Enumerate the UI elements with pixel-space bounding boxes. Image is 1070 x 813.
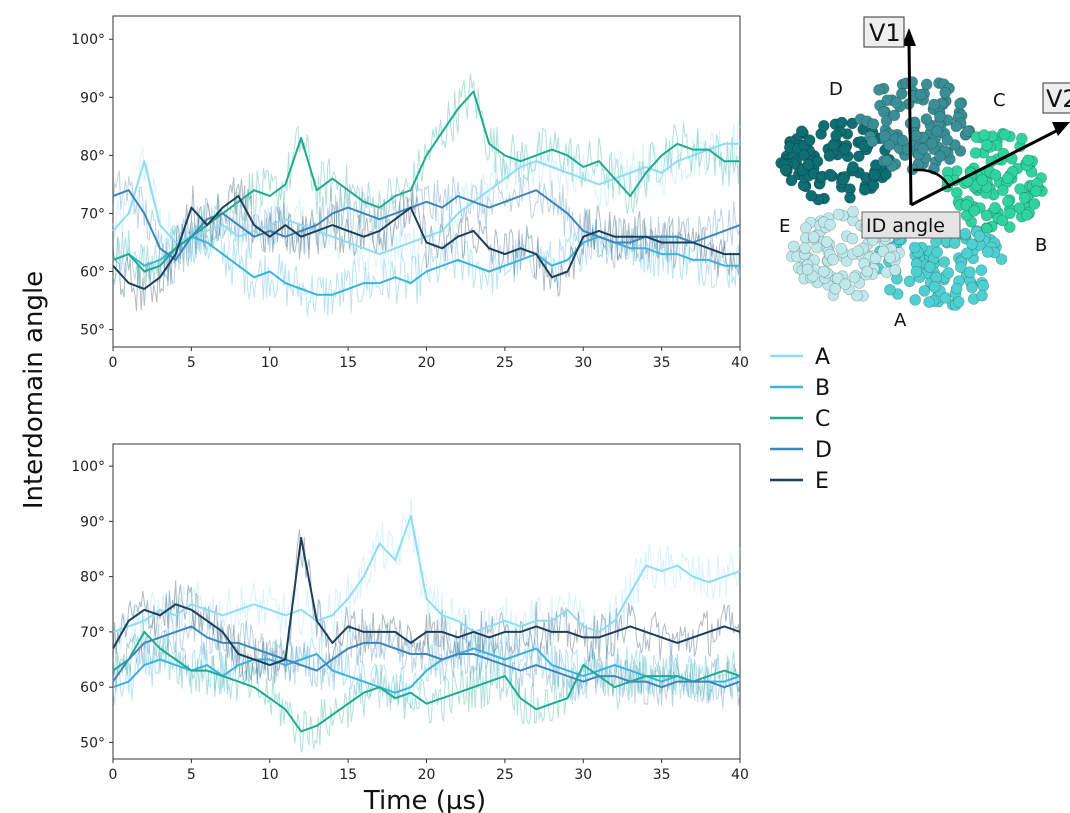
- domain-structure-illustration: V1 V2 ID angle D C E B A: [775, 16, 1070, 331]
- top-x-tick-label: 30: [574, 355, 592, 371]
- top-x-tick-label: 40: [731, 355, 749, 371]
- top-x-tick-label: 35: [653, 355, 671, 371]
- v2-label: V2: [1046, 85, 1070, 113]
- top-series-line-b: [112, 235, 740, 296]
- bottom-series-line-e: [112, 536, 741, 667]
- domain-e-spheres: [785, 205, 906, 302]
- bottom-plot-panel: 0 5 10 15 20 25 30 35 40 50° 60° 70° 80° 90° 100°: [71, 443, 749, 783]
- legend-label-d: D: [815, 438, 832, 463]
- x-axis-title: Time (µs): [363, 786, 486, 813]
- bottom-y-tick-label: 80°: [80, 570, 105, 586]
- y-axis-title: Interdomain angle: [19, 271, 49, 509]
- v2-vector-arrow: [910, 126, 1063, 207]
- top-plot-series-layer: [112, 90, 741, 296]
- domain-b-spheres: [941, 128, 1048, 235]
- id-angle-label-box: [861, 211, 961, 239]
- bottom-raw-trace-b: [112, 629, 741, 711]
- legend-label-e: E: [815, 469, 829, 494]
- top-y-tick-label: 90°: [80, 90, 105, 106]
- top-x-tick-label: 5: [187, 355, 196, 371]
- bottom-y-tick-label: 50°: [80, 735, 105, 751]
- top-raw-trace-d: [112, 170, 741, 284]
- domain-d-spheres: [775, 116, 896, 206]
- v2-label-box: [1042, 82, 1070, 114]
- bottom-series-line-a: [112, 514, 741, 633]
- top-x-tick-label: 0: [109, 355, 118, 371]
- bottom-y-tick-label: 60°: [80, 680, 105, 696]
- bottom-series-line-d: [112, 625, 741, 689]
- top-y-tick-label: 80°: [80, 148, 105, 164]
- bottom-raw-trace-c: [112, 610, 741, 753]
- bottom-plot-series-layer: [112, 514, 741, 733]
- top-x-tick-label: 20: [418, 355, 436, 371]
- v2-arrowhead-icon: [1052, 122, 1070, 136]
- bottom-y-tick-label: 100°: [71, 459, 105, 475]
- top-series-line-c: [112, 90, 740, 273]
- top-plot-panel: 0 5 10 15 20 25 30 35 40 50° 60° 70° 80° 90° 100°: [71, 15, 749, 371]
- bottom-plot-ticks: 0 5 10 15 20 25 30 35 40 50° 60° 70° 80° 90° 100°: [71, 459, 749, 783]
- top-x-tick-label: 25: [496, 355, 514, 371]
- legend-label-c: C: [815, 407, 830, 432]
- bottom-raw-trace-a: [112, 497, 741, 654]
- bottom-y-tick-label: 90°: [80, 514, 105, 530]
- top-y-tick-label: 70°: [80, 206, 105, 222]
- bottom-plot-frame: [112, 443, 741, 760]
- top-series-line-d: [112, 189, 741, 261]
- bottom-x-tick-label: 15: [339, 767, 357, 783]
- top-x-tick-label: 10: [261, 355, 279, 371]
- top-y-tick-label: 50°: [80, 323, 105, 339]
- bottom-x-tick-label: 25: [496, 767, 514, 783]
- domain-label-a: A: [894, 310, 907, 331]
- top-plot-frame: [112, 15, 741, 348]
- top-raw-trace-a: [112, 120, 741, 275]
- domain-label-c: C: [993, 90, 1006, 111]
- top-plot-ticks: 0 5 10 15 20 25 30 35 40 50° 60° 70° 80° 90° 100°: [71, 32, 749, 371]
- v1-vector-arrow: [907, 41, 913, 206]
- legend-label-a: A: [815, 345, 830, 370]
- top-y-tick-label: 60°: [80, 265, 105, 281]
- top-raw-trace-e: [112, 176, 741, 312]
- v1-label: V1: [869, 19, 901, 47]
- top-series-line-a: [112, 142, 740, 256]
- bottom-x-tick-label: 35: [653, 767, 671, 783]
- top-y-tick-label: 100°: [71, 32, 105, 48]
- bottom-x-tick-label: 40: [731, 767, 749, 783]
- domain-label-d: D: [829, 79, 843, 100]
- domain-label-e: E: [779, 216, 790, 237]
- bottom-x-tick-label: 20: [418, 767, 436, 783]
- id-angle-arc: [912, 168, 952, 189]
- v1-label-box: [863, 16, 905, 48]
- v1-arrowhead-icon: [902, 28, 916, 46]
- bottom-raw-trace-e: [112, 529, 741, 684]
- bottom-x-tick-label: 0: [109, 767, 118, 783]
- top-x-tick-label: 15: [339, 355, 357, 371]
- legend-label-b: B: [815, 376, 830, 401]
- top-raw-trace-c: [112, 73, 741, 291]
- id-angle-label: ID angle: [866, 215, 945, 237]
- bottom-y-tick-label: 70°: [80, 625, 105, 641]
- bottom-x-tick-label: 5: [187, 767, 196, 783]
- domain-label-b: B: [1035, 235, 1047, 256]
- bottom-series-line-b: [112, 647, 741, 694]
- structure-spheres: [775, 76, 1048, 311]
- top-series-line-e: [112, 195, 740, 290]
- bottom-series-line-c: [112, 630, 741, 733]
- bottom-x-tick-label: 10: [261, 767, 279, 783]
- bottom-x-tick-label: 30: [574, 767, 592, 783]
